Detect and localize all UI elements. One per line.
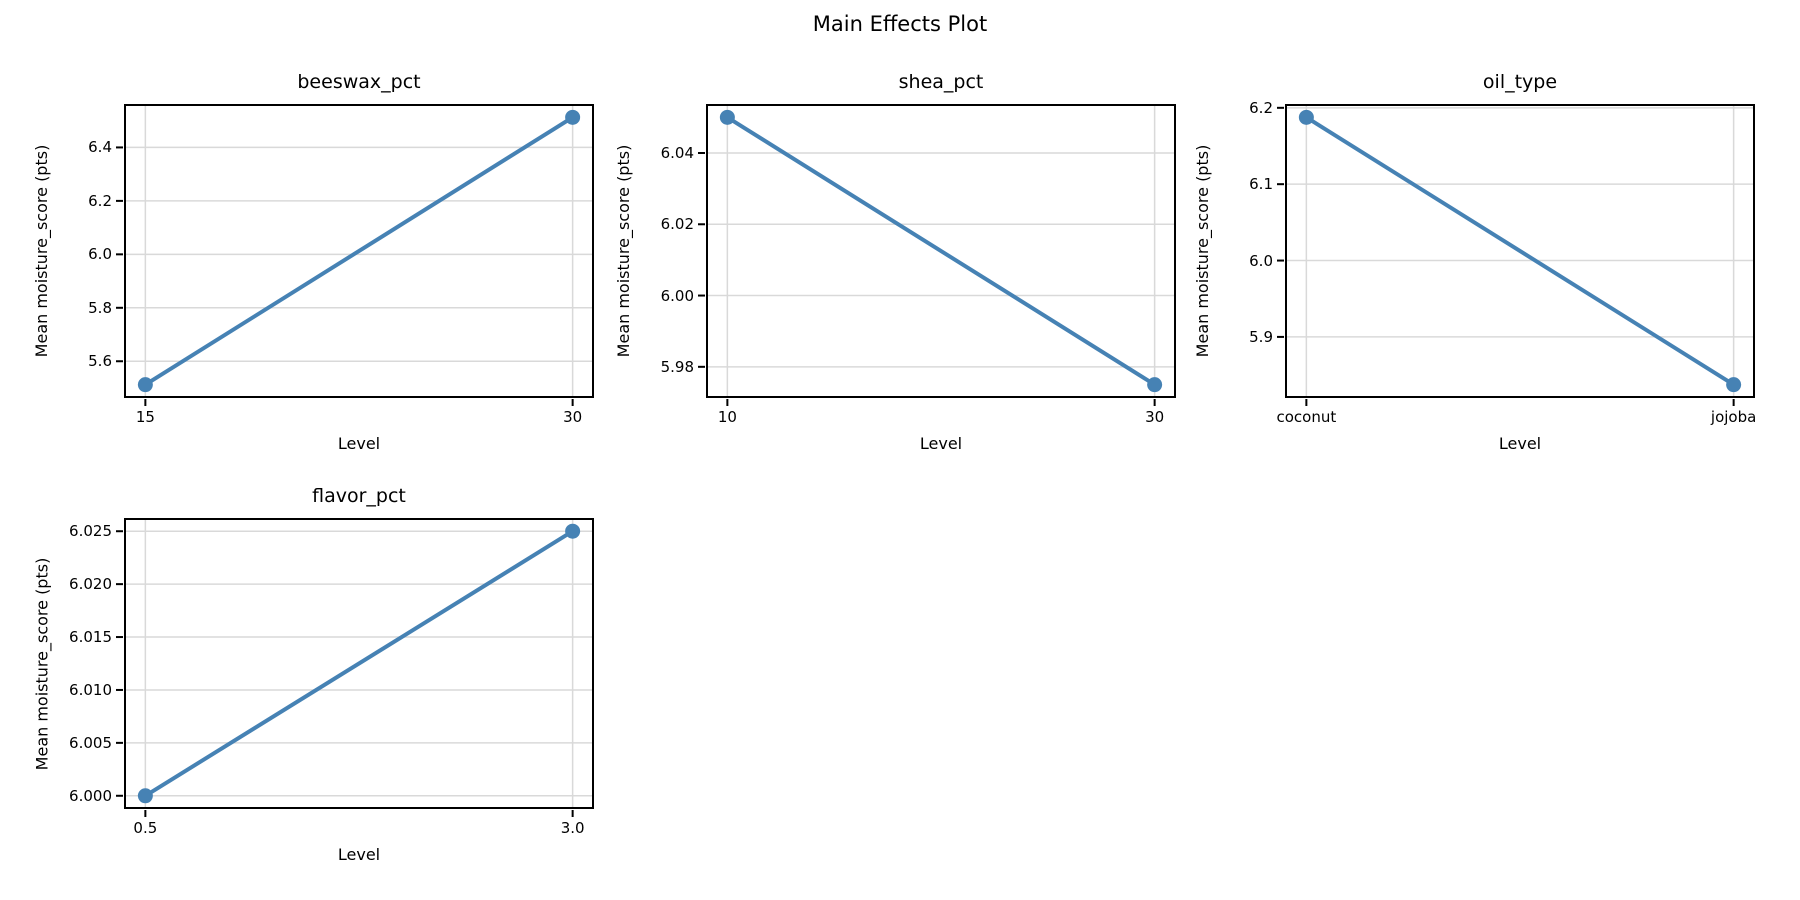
mean-effect-line	[143, 115, 575, 387]
x-axis-label: Level	[919, 434, 963, 453]
subplot-title: flavor_pct	[312, 485, 406, 507]
axes-spines	[1285, 104, 1755, 398]
y-tick-label: 6.005	[69, 733, 112, 752]
y-axis-label: Mean moisture_score (pts)	[614, 144, 633, 358]
y-tick-label: 6.025	[69, 522, 112, 541]
y-tick-label: 5.8	[88, 298, 112, 317]
mean-effect-line	[1304, 115, 1736, 387]
figure-title: Main Effects Plot	[812, 12, 988, 36]
y-tick-label: 6.04	[660, 144, 694, 162]
y-axis-label: Mean moisture_score (pts)	[32, 144, 51, 358]
x-tick-label: 30	[563, 408, 583, 426]
x-tick-label: 15	[135, 408, 155, 426]
y-axis-label: Mean moisture_score (pts)	[32, 557, 51, 770]
y-tick-label: 6.00	[660, 286, 694, 305]
data-point-marker	[565, 109, 581, 125]
y-tick-label: 5.6	[88, 352, 112, 371]
plot-area	[116, 518, 594, 817]
x-axis-label: Level	[337, 845, 381, 864]
y-tick-label: 6.020	[69, 575, 112, 594]
y-tick-label: 6.02	[660, 215, 694, 234]
data-point-marker	[137, 788, 153, 804]
x-tick-label: jojoba	[1710, 408, 1757, 426]
y-tick-label: 5.9	[1249, 327, 1273, 346]
x-tick-label: 0.5	[133, 819, 158, 837]
x-axis-label: Level	[1498, 434, 1542, 453]
x-axis-label: Level	[337, 434, 381, 453]
y-tick-label: 6.010	[69, 680, 112, 699]
x-tick-label: 3.0	[560, 819, 585, 837]
data-point-marker	[1147, 377, 1163, 393]
data-point-marker	[565, 523, 581, 539]
plot-area	[698, 104, 1176, 406]
axes-spines	[706, 104, 1176, 398]
subplot-title: oil_type	[1482, 71, 1558, 93]
axes-spines	[124, 518, 594, 809]
x-tick-label: coconut	[1276, 408, 1337, 426]
x-tick-label: 10	[717, 408, 737, 426]
data-point-marker	[1726, 377, 1742, 393]
data-point-marker	[719, 109, 735, 125]
y-tick-label: 6.2	[88, 191, 112, 210]
y-axis-label: Mean moisture_score (pts)	[1193, 144, 1212, 358]
plot-area	[1277, 104, 1755, 406]
mean-effect-line	[725, 115, 1157, 387]
y-tick-label: 6.2	[1249, 98, 1273, 117]
y-tick-label: 6.000	[69, 786, 112, 805]
y-tick-label: 6.0	[88, 245, 112, 264]
subplot-title: shea_pct	[898, 71, 984, 93]
y-tick-label: 5.98	[660, 357, 694, 376]
mean-effect-line	[143, 529, 575, 798]
x-tick-label: 30	[1145, 408, 1165, 426]
subplot-title: beeswax_pct	[297, 71, 421, 93]
data-point-marker	[1298, 109, 1314, 125]
y-tick-label: 6.1	[1249, 175, 1273, 194]
data-point-marker	[137, 377, 153, 393]
y-tick-label: 6.0	[1249, 251, 1273, 270]
plot-area	[116, 104, 594, 406]
axes-spines	[124, 104, 594, 398]
y-tick-label: 6.015	[69, 628, 112, 647]
y-tick-label: 6.4	[88, 138, 112, 157]
